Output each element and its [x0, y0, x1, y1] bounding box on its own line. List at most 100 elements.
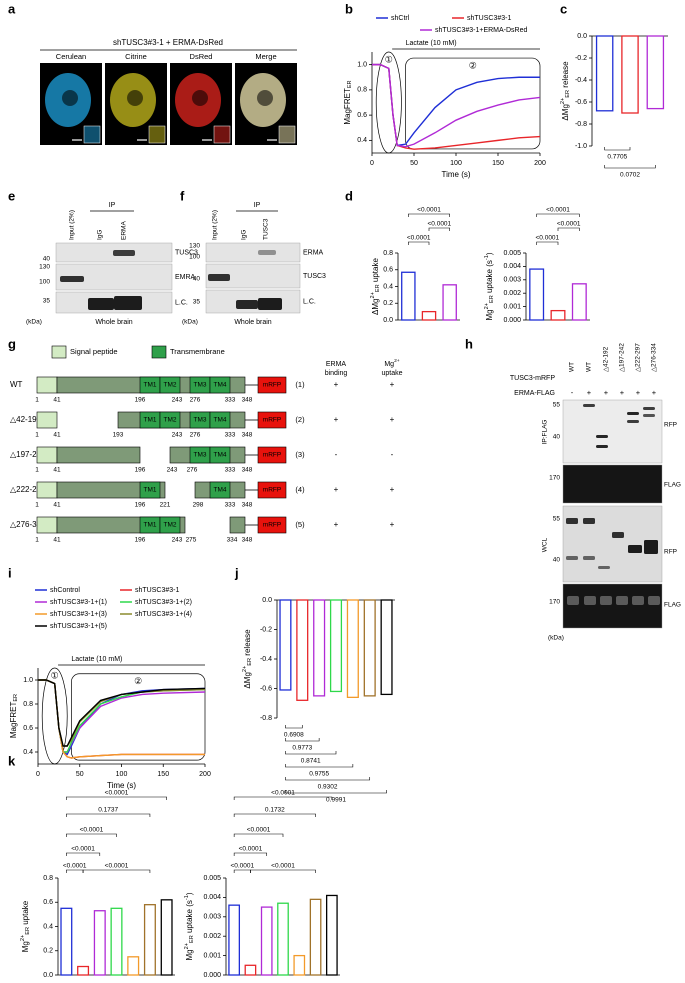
label-part: ER: [375, 284, 381, 292]
comparison-bracket: [604, 165, 656, 169]
bar: [329, 599, 343, 693]
nucleus: [62, 90, 78, 106]
y-tick-label: 0.4: [23, 749, 33, 756]
tag-label: mRFP: [263, 522, 281, 529]
p-value: <0.0001: [239, 846, 263, 853]
p-value: 0.1737: [98, 807, 118, 814]
y-tick-label: 0.4: [383, 283, 393, 290]
construct-name: △276-334: [10, 520, 46, 529]
phase-label: ②: [469, 60, 477, 70]
lane-symbol: +: [652, 388, 657, 397]
lane-label: △42-192: [603, 346, 610, 372]
blot-row-label: FLAG: [664, 482, 681, 489]
comparison-bracket: [82, 869, 151, 873]
residue-number: 243: [167, 467, 178, 474]
tm-label: TM1: [144, 487, 157, 494]
blot-band: [566, 556, 578, 560]
kda-unit: (kDa): [548, 635, 564, 642]
transmembrane: [209, 376, 231, 394]
tm-label: TM3: [194, 452, 207, 459]
legend-label: shTUSC3#3-1+(1): [50, 599, 107, 606]
y-tick-label: 1.0: [357, 61, 367, 68]
lane-label: TUSC3: [263, 218, 270, 240]
kda-unit: (kDa): [182, 319, 198, 326]
label-part: Mg: [185, 949, 194, 960]
y-tick-label: 0.000: [503, 317, 521, 324]
p-value: <0.0001: [247, 827, 271, 834]
blot-band: [600, 596, 612, 605]
blot-band: [627, 412, 639, 415]
transmembrane: [159, 376, 181, 394]
y-tick-label: 0.002: [203, 933, 221, 940]
bar: [127, 956, 140, 976]
y-tick-label: 0.4: [43, 923, 53, 930]
x-tick-label: 50: [410, 160, 418, 167]
residue-number: 333: [225, 432, 236, 439]
construct-index: (4): [295, 485, 305, 494]
binding-result: +: [334, 485, 339, 494]
label-part: 2+: [394, 358, 400, 364]
inset: [83, 125, 101, 144]
lane-label: WT: [569, 362, 576, 372]
phase-label: ②: [134, 676, 142, 686]
comparison-bracket: [233, 869, 251, 873]
lane-symbol: +: [587, 388, 592, 397]
blot-band: [596, 445, 608, 448]
label-part: 2+: [370, 292, 376, 298]
transmembrane: [209, 481, 231, 499]
p-value: <0.0001: [417, 207, 441, 214]
comparison-bracket: [285, 725, 303, 729]
blot-band: [648, 596, 660, 605]
blot-row-label: TUSC3: [175, 249, 198, 256]
residue-number: 41: [53, 467, 61, 474]
p-value: 0.1732: [265, 807, 285, 814]
y-tick-label: -0.6: [575, 99, 587, 106]
comparison-bracket: [233, 852, 268, 856]
y-tick-label: 0.6: [43, 899, 53, 906]
blot-row-label: FLAG: [664, 602, 681, 609]
kda-marker: 40: [193, 276, 201, 283]
y-tick-label: 0.001: [203, 952, 221, 959]
axis-label: ΔMg2+ER uptake: [370, 258, 381, 315]
p-value: 0.9773: [292, 745, 312, 752]
bar: [279, 599, 292, 691]
x-tick-label: 150: [492, 160, 504, 167]
series-line: [372, 63, 540, 147]
y-tick-label: 0.005: [503, 250, 521, 257]
residue-number: 1: [35, 502, 39, 509]
panel-letter: e: [8, 188, 15, 203]
blot-band: [88, 298, 114, 310]
lane-label: ERMA: [121, 221, 128, 240]
bar: [277, 902, 289, 976]
tm-label: TM2: [164, 382, 177, 389]
label-part: ): [485, 252, 494, 255]
comparison-bracket: [604, 147, 631, 151]
y-tick-label: 0.001: [503, 303, 521, 310]
lane-label: △222-297: [635, 343, 642, 372]
residue-number: 348: [242, 537, 253, 544]
legend-label: shCtrl: [391, 15, 410, 22]
protein-body: [56, 481, 166, 499]
comparison-bracket: [285, 764, 354, 768]
transmembrane: [159, 516, 181, 534]
y-tick-label: 0.8: [23, 701, 33, 708]
bar: [260, 906, 273, 976]
lane-label: IgG: [97, 230, 104, 240]
construct-name: △222-297: [10, 485, 46, 494]
blot-row-label: EMRA: [175, 274, 196, 281]
x-tick-label: 200: [534, 160, 546, 167]
protein-body: [229, 516, 246, 534]
tag: [257, 481, 287, 499]
residue-number: 196: [135, 397, 146, 404]
blot-strip: [562, 464, 663, 504]
bar: [228, 904, 241, 976]
label-part: ΔMg: [371, 298, 380, 314]
bar: [595, 35, 614, 112]
p-value: <0.0001: [271, 790, 295, 797]
y-tick-label: 0.8: [383, 250, 393, 257]
bar: [143, 904, 156, 976]
p-value: <0.0001: [407, 235, 431, 242]
y-tick-label: -0.6: [260, 685, 272, 692]
label-part: MagFRET: [9, 702, 18, 739]
construct-name: △42-192: [10, 415, 42, 424]
